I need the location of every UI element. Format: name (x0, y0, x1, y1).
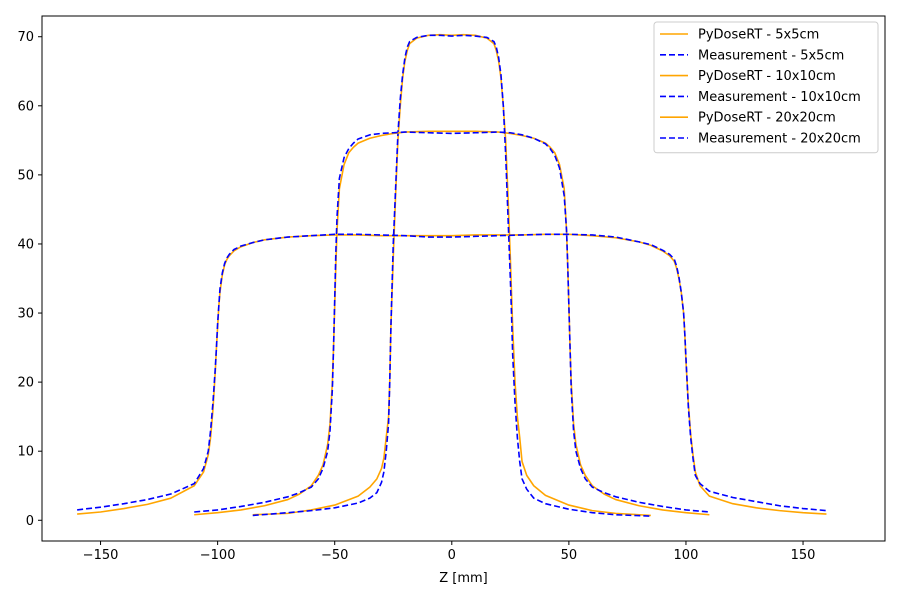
x-tick-label: 0 (448, 548, 456, 563)
x-tick-label: 150 (791, 548, 816, 563)
y-tick-label: 0 (26, 514, 34, 529)
x-axis: −150 −100 −50 0 50 100 150 (83, 541, 816, 563)
y-tick-label: 10 (17, 445, 34, 460)
x-tick-label: 100 (674, 548, 699, 563)
y-tick-label: 20 (17, 376, 34, 391)
x-axis-label: Z [mm] (439, 571, 488, 586)
legend-entry: PyDoseRT - 20x20cm (698, 111, 836, 126)
x-tick-label: −150 (83, 548, 119, 563)
series-line-2 (194, 130, 710, 516)
y-tick-label: 60 (17, 99, 34, 114)
legend-entry: Measurement - 20x20cm (698, 132, 861, 147)
series-line-4 (77, 233, 827, 515)
plot-lines (77, 33, 827, 517)
y-tick-label: 30 (17, 307, 34, 322)
x-tick-label: 50 (561, 548, 578, 563)
legend-entry: PyDoseRT - 5x5cm (698, 28, 819, 43)
x-tick-label: −100 (200, 548, 236, 563)
legend: PyDoseRT - 5x5cm Measurement - 5x5cm PyDos… (653, 21, 879, 154)
plot-frame (41, 15, 886, 542)
legend-entry: Measurement - 10x10cm (698, 90, 861, 105)
legend-entry: Measurement - 5x5cm (698, 48, 844, 63)
y-axis: 0 10 20 30 40 50 60 70 (17, 30, 42, 529)
series-line-0 (252, 33, 651, 517)
series-line-5 (77, 233, 827, 512)
series-line-3 (194, 131, 710, 513)
y-tick-label: 50 (17, 168, 34, 183)
legend-box (653, 21, 879, 154)
legend-entry: PyDoseRT - 10x10cm (698, 69, 836, 84)
y-tick-label: 70 (17, 30, 34, 45)
y-tick-label: 40 (17, 237, 34, 252)
series-line-1 (252, 34, 651, 517)
x-tick-label: −50 (321, 548, 348, 563)
